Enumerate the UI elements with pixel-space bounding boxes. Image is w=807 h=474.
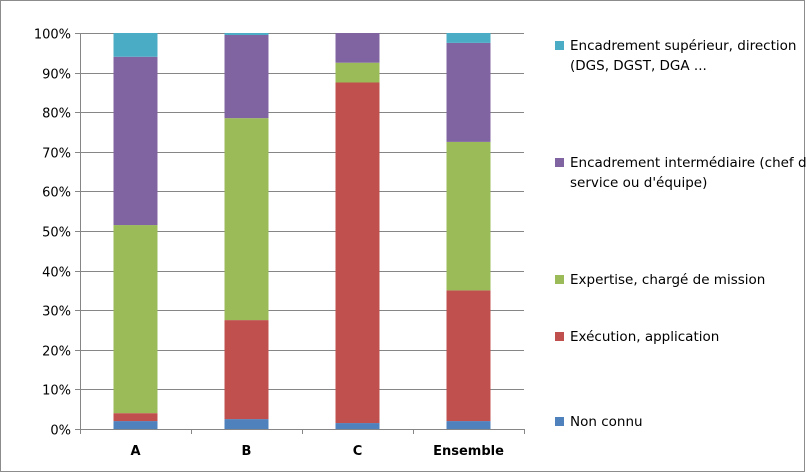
bar-segment [224,419,269,429]
legend-swatch [555,41,564,50]
legend-label: Encadrement intermédiaire (chef de servi… [570,155,807,191]
bar-segment [224,34,269,119]
y-tick-label: 30% [42,305,71,320]
x-category-label: A [130,444,140,459]
legend-label: Encadrement supérieur, direction (DGS, D… [570,38,797,74]
y-tick-label: 90% [42,68,71,83]
legend-item-execution: Exécution, application [555,327,807,347]
y-tick-label: 50% [42,226,71,241]
legend-label: Non connu [570,414,643,430]
legend-item-encadrement-intermediaire: Encadrement intermédiaire (chef de servi… [555,153,807,193]
bar-segment [446,141,491,291]
bar-segment [335,82,380,424]
legend-item-non-connu: Non connu [555,412,807,432]
axes [80,33,525,434]
bar-segment [113,421,158,429]
bar-segment [335,62,380,83]
bar-segment [335,33,380,63]
legend-label: Expertise, chargé de mission [570,272,766,288]
bars [113,33,491,429]
y-tick-label: 60% [42,186,71,201]
y-tick-label: 20% [42,345,71,360]
y-tick-label: 0% [50,424,71,439]
y-axis-ticks: 0% 10% 20% 30% 40% 50% 60% 70% 80% 90% 100% [34,28,80,439]
legend-item-expertise: Expertise, chargé de mission [555,270,807,290]
x-category-label: B [242,444,252,459]
legend-label: Exécution, application [570,329,720,345]
legend-swatch [555,275,564,284]
bar-segment [224,33,269,35]
legend: Encadrement supérieur, direction (DGS, D… [555,0,807,474]
legend-item-encadrement-superieur: Encadrement supérieur, direction (DGS, D… [555,36,807,76]
bar-segment [113,413,158,422]
x-category-label: C [353,444,363,459]
y-tick-label: 80% [42,107,71,122]
bar-segment [113,56,158,226]
legend-swatch [555,332,564,341]
y-tick-label: 100% [34,28,71,43]
bar-segment [335,423,380,429]
bar-segment [113,33,158,57]
bar-segment [446,290,491,422]
x-category-label: Ensemble [433,444,504,459]
bar-segment [446,421,491,429]
legend-swatch [555,158,564,167]
bar-segment [113,225,158,414]
x-axis-labels: A B C Ensemble [130,444,504,459]
bar-segment [224,118,269,321]
bar-segment [224,320,269,420]
bar-segment [446,33,491,43]
y-tick-label: 70% [42,147,71,162]
legend-swatch [555,417,564,426]
y-tick-label: 10% [42,384,71,399]
bar-segment [446,42,491,142]
y-tick-label: 40% [42,266,71,281]
